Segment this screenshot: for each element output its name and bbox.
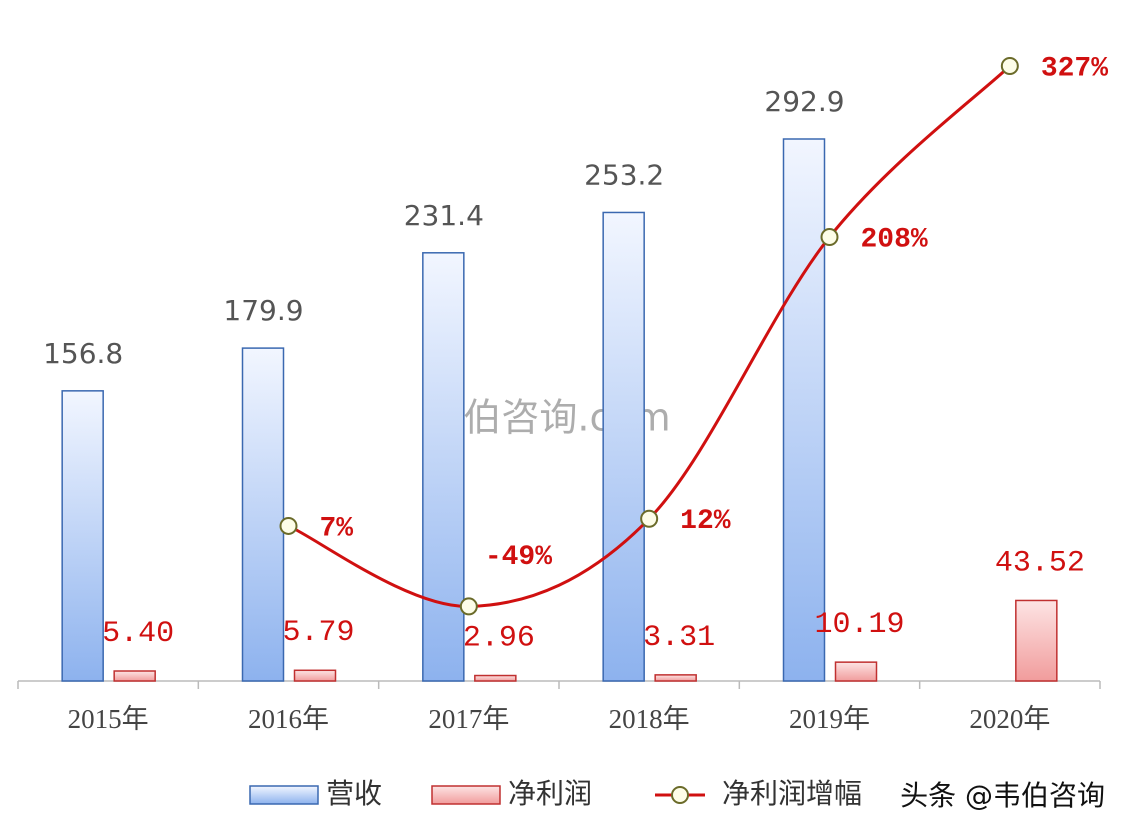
legend-swatch bbox=[249, 785, 319, 805]
bar bbox=[654, 674, 697, 682]
data-label: -49% bbox=[485, 542, 552, 573]
line-marker bbox=[820, 228, 839, 247]
source: 头条 @韦伯咨询 bbox=[900, 779, 1105, 812]
data-label: 179.9 bbox=[223, 294, 303, 327]
data-label: 253.2 bbox=[584, 158, 664, 191]
data-label: 208% bbox=[861, 224, 928, 255]
line-marker bbox=[1000, 57, 1019, 75]
legend-swatch bbox=[671, 786, 689, 804]
data-label: 2.96 bbox=[463, 621, 535, 655]
bar bbox=[1015, 599, 1058, 682]
data-label: 5.79 bbox=[282, 616, 354, 650]
data-label: 10.19 bbox=[814, 608, 904, 642]
legend-label: 净利润增幅 bbox=[722, 777, 862, 810]
x-tick-label: 2015年 bbox=[68, 704, 149, 734]
data-label: 12% bbox=[680, 506, 731, 537]
line-marker bbox=[459, 597, 478, 616]
line-marker bbox=[279, 516, 298, 535]
x-tick-label: 2016年 bbox=[248, 704, 329, 734]
legend-label: 营收 bbox=[326, 777, 382, 810]
legend-swatch bbox=[431, 785, 501, 805]
legend-label: 净利润 bbox=[508, 777, 592, 810]
line bbox=[287, 64, 1011, 608]
bar bbox=[782, 138, 826, 682]
line-marker bbox=[640, 509, 659, 528]
data-label: 231.4 bbox=[404, 199, 484, 232]
data-label: 292.9 bbox=[764, 85, 844, 118]
bar bbox=[834, 661, 878, 682]
bar bbox=[113, 670, 156, 682]
data-label: 43.52 bbox=[995, 546, 1085, 580]
x-tick-label: 2018年 bbox=[609, 704, 690, 734]
bar bbox=[241, 347, 285, 682]
bar bbox=[293, 669, 337, 682]
x-tick-label: 2017年 bbox=[428, 704, 509, 734]
bar bbox=[474, 674, 517, 682]
data-label: 3.31 bbox=[643, 621, 715, 655]
bar bbox=[61, 390, 104, 682]
data-label: 7% bbox=[320, 513, 354, 544]
x-tick-label: 2020年 bbox=[969, 704, 1050, 734]
data-label: 156.8 bbox=[43, 337, 123, 370]
data-label: 327% bbox=[1041, 53, 1108, 84]
bar bbox=[602, 211, 645, 682]
x-tick-label: 2019年 bbox=[789, 704, 870, 734]
bar bbox=[422, 252, 465, 682]
data-label: 5.40 bbox=[102, 617, 174, 651]
